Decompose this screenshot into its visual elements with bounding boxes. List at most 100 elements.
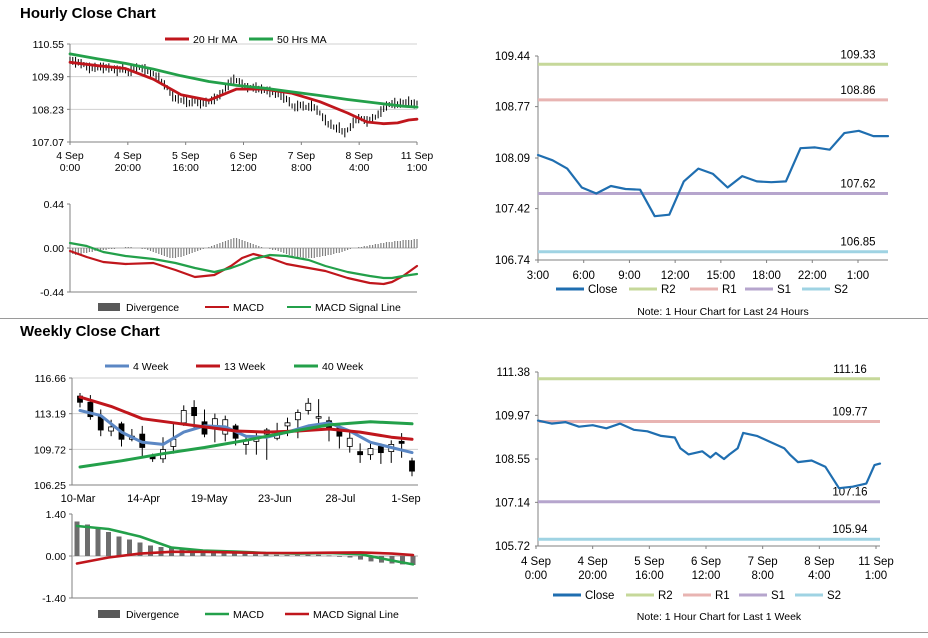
weekly-pivot-note: Note: 1 Hour Chart for Last 1 Week [637,611,802,623]
weekly-candle-body [357,451,364,456]
hourly-legend-divergence-label: Divergence [126,302,179,314]
weekly-price-xtick-label: 19-May [191,493,228,505]
weekly-pivot-level-label-r2: 111.16 [833,364,866,376]
weekly-pivot-ytick-label: 109.97 [495,410,530,422]
hourly-pivot-level-label-s1: 107.62 [840,179,875,191]
weekly-price-xtick-label: 14-Apr [127,493,160,505]
hourly-macd-ytick-label: 0.44 [44,199,65,211]
weekly-divergence-bar [85,524,90,556]
weekly-candle-body [284,422,291,427]
hourly-price-xtick-label: 11 Sep [401,150,434,162]
hourly-pivot-legend-r2-label: R2 [661,284,676,296]
hourly-price-ytick-label: 108.23 [32,104,64,116]
bottom-divider [0,632,928,633]
weekly-pivot-xtick-label: 7 Sep [748,556,778,568]
weekly-divergence-bar [106,532,111,556]
hourly-legend-20hr-ma-label: 20 Hr MA [193,34,237,46]
hourly-pivot-note: Note: 1 Hour Chart for Last 24 Hours [637,306,809,318]
weekly-pivot-legend-close-label: Close [585,590,614,602]
weekly-price-ytick-label: 113.19 [35,409,66,421]
hourly-pivot-level-label-r2: 109.33 [840,49,875,61]
hourly-price-ytick-label: 110.55 [33,39,64,51]
weekly-macd-ytick-label: 0.00 [46,551,67,563]
weekly-divergence-bar [316,554,321,556]
hourly-price-xtick-label: 8:00 [291,162,312,174]
hourly-pivot-legend-s1-label: S1 [777,284,791,296]
weekly-candle-body [367,448,374,456]
weekly-candle-body [180,410,187,424]
weekly-divergence-bar [253,554,258,556]
hourly-pivot-ytick-label: 106.74 [495,255,531,267]
hourly-section-title: Hourly Close Chart [20,5,156,22]
hourly-price-xtick-label: 4 Sep [56,150,84,162]
weekly-candle-body [87,401,94,418]
weekly-divergence-bar [95,527,101,556]
weekly-price-xtick-label: 10-Mar [61,493,96,505]
hourly-pivot-ytick-label: 107.42 [495,204,530,216]
weekly-divergence-bar [116,536,122,556]
weekly-divergence-bar [74,521,80,556]
weekly-divergence-bar [211,551,216,556]
weekly-divergence-bar [232,553,237,556]
weekly-pivot-xtick-label: 20:00 [578,570,607,582]
weekly-divergence-bar [242,553,248,556]
weekly-divergence-bar [274,554,279,556]
weekly-candle-body [108,426,115,432]
hourly-price-xtick-label: 7 Sep [288,150,316,162]
weekly-divergence-bar [305,554,311,556]
weekly-pivot-level-label-s2: 105.94 [832,524,868,536]
hourly-price-xtick-label: 12:00 [230,162,256,174]
weekly-pivot-xtick-label: 12:00 [692,570,721,582]
weekly-pivot-xtick-label: 16:00 [635,570,664,582]
weekly-section-title: Weekly Close Chart [20,323,160,340]
hourly-price-xtick-label: 6 Sep [230,150,258,162]
hourly-divergence-bars [69,238,418,258]
weekly-pivot-xtick-label: 8 Sep [804,556,834,568]
weekly-divergence-bar [137,542,143,556]
weekly-divergence-bar [400,556,405,565]
weekly-price-xtick-label: 28-Jul [325,493,355,505]
weekly-divergence-bar [221,552,227,556]
weekly-divergence-bars [74,521,416,565]
weekly-pivot-xtick-label: 1:00 [865,570,887,582]
weekly-divergence-bar [127,539,132,556]
weekly-price-ytick-label: 109.72 [34,444,66,456]
hourly-legend-50hrs-ma-label: 50 Hrs MA [277,34,327,46]
weekly-divergence-bar [295,555,300,556]
weekly-pivot-ytick-label: 107.14 [495,497,531,509]
hourly-price-xtick-label: 0:00 [60,162,81,174]
weekly-macd-line-macd-signal-line [75,550,415,565]
weekly-pivot-close-line [536,419,882,490]
hourly-pivot-xtick-label: 22:00 [798,270,827,282]
hourly-legend-signal-label: MACD Signal Line [315,302,401,314]
weekly-divergence-bar [148,545,153,556]
hourly-macd-ytick-label: 0.00 [44,243,65,255]
hourly-macd-line-macd-signal-line [68,241,419,280]
weekly-divergence-bar [263,554,269,556]
hourly-pivot-ytick-label: 108.77 [495,102,530,114]
hourly-legend-macd-label: MACD [233,302,264,314]
hourly-legend-divergence-swatch [98,303,120,311]
hourly-pivot-xtick-label: 9:00 [618,270,640,282]
hourly-pivot-legend-close-label: Close [588,284,617,296]
weekly-divergence-bar [284,555,290,556]
weekly-pivot-xtick-label: 11 Sep [858,556,894,568]
hourly-macd-line-macd [68,249,419,286]
weekly-divergence-bar [337,556,342,557]
hourly-pivot-xtick-label: 6:00 [573,270,595,282]
hourly-ma-line-50-hrs-ma [68,52,419,109]
weekly-macd-ytick-label: -1.40 [42,593,66,605]
hourly-pivot-xtick-label: 3:00 [527,270,549,282]
weekly-legend-40week-label: 40 Week [322,361,364,373]
weekly-divergence-bar [200,550,206,556]
weekly-candle-body [305,402,312,411]
weekly-pivot-xtick-label: 0:00 [525,570,547,582]
weekly-legend-divergence-label: Divergence [126,609,179,621]
weekly-pivot-xtick-label: 4 Sep [521,556,551,568]
weekly-divergence-bar [368,556,374,562]
weekly-legend-4week-label: 4 Week [133,361,169,373]
weekly-candle-body [191,406,198,417]
weekly-divergence-bar [358,556,363,560]
hourly-price-xtick-label: 4 Sep [114,150,142,162]
